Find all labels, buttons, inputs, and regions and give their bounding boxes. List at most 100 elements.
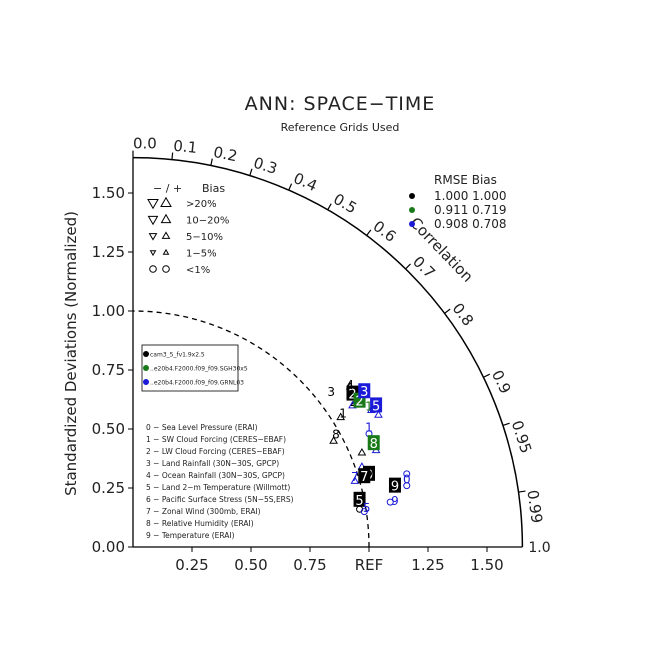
variable-legend-item: 8 − Relative Humidity (ERAI) bbox=[146, 519, 254, 528]
variable-legend-item: 4 − Ocean Rainfall (30N−30S, GPCP) bbox=[146, 471, 285, 480]
variable-legend-item: 2 − LW Cloud Forcing (CERES−EBAF) bbox=[146, 447, 285, 456]
bias-legend-label: 10−20% bbox=[186, 216, 229, 227]
legends-group: − / + Bias >20% 10−20% 5−10% 1−5% <1% RMSE Bias… bbox=[141, 173, 507, 540]
rmse-legend-dot bbox=[409, 193, 415, 199]
data-marker-circle bbox=[403, 482, 411, 490]
x-tick-label: 1.25 bbox=[411, 556, 444, 574]
corr-tick-mark bbox=[366, 229, 372, 236]
rmse-legend-header: RMSE Bias bbox=[434, 173, 497, 187]
data-point-label: 1 bbox=[365, 421, 373, 435]
corr-tick-mark bbox=[249, 168, 253, 176]
data-point-label: 5 bbox=[372, 399, 380, 414]
data-point-label: 8 bbox=[332, 428, 340, 442]
data-marker-triangle bbox=[374, 410, 383, 418]
x-tick-label: 0.25 bbox=[175, 556, 208, 574]
data-point-box bbox=[353, 491, 366, 507]
y-axis-label: Standardized Deviations (Normalized) bbox=[62, 211, 80, 496]
data-point-label: 3 bbox=[360, 385, 368, 400]
data-marker-triangle bbox=[336, 412, 346, 421]
data-marker-circle bbox=[386, 498, 394, 506]
y-tick-label: 1.00 bbox=[92, 302, 125, 320]
data-point-box bbox=[358, 383, 371, 399]
bias-legend-triangle-down bbox=[147, 215, 159, 226]
model-legend-name: ..e20b4.F2000.f09_f09.SGH30x5 bbox=[150, 366, 248, 373]
corr-tick-mark bbox=[171, 152, 174, 160]
data-point-label: 0 bbox=[403, 473, 411, 487]
data-point-box bbox=[388, 477, 401, 493]
x-tick-label: 0.50 bbox=[234, 556, 267, 574]
data-point-label: 2 bbox=[348, 388, 356, 403]
corr-tick-label: 0.2 bbox=[212, 143, 239, 165]
data-point-box bbox=[370, 397, 383, 413]
bias-legend-triangle-up bbox=[160, 196, 172, 207]
corr-tick-mark bbox=[327, 203, 332, 211]
data-point-label: 1 bbox=[365, 399, 373, 413]
bias-legend-circle-plus bbox=[162, 265, 170, 273]
data-point-label: 5 bbox=[355, 494, 363, 509]
data-point-label: 1 bbox=[339, 406, 347, 420]
y-tick-label: 1.50 bbox=[92, 184, 125, 202]
chart-title: ANN: SPACE−TIME bbox=[245, 93, 436, 115]
data-point-box bbox=[358, 468, 371, 484]
rmse-legend-row: 0.908 0.708 bbox=[434, 217, 507, 231]
variable-legend-item: 3 − Land Rainfall (30N−30S, GPCP) bbox=[146, 459, 279, 468]
data-point-label: 8 bbox=[370, 437, 378, 452]
x-tick-label: 0.75 bbox=[293, 556, 326, 574]
outer-arc bbox=[132, 156, 524, 548]
data-marker-triangle bbox=[329, 436, 338, 444]
bias-legend-label: <1% bbox=[186, 265, 210, 276]
data-marks-group: 01234567892813517590 bbox=[327, 378, 411, 516]
model-legend-name: cam3_5_fv1.9x2.5 bbox=[150, 352, 205, 359]
corr-tick-mark bbox=[502, 422, 510, 426]
y-tick-label: 1.25 bbox=[92, 243, 125, 261]
corr-tick-label: 0.95 bbox=[508, 418, 536, 455]
y-tick-label: 0.25 bbox=[92, 479, 125, 497]
model-legend-dot bbox=[143, 379, 149, 385]
data-point-label: 9 bbox=[391, 480, 399, 495]
bias-legend-label: >20% bbox=[186, 199, 217, 210]
data-point-label: 7 bbox=[360, 470, 368, 485]
bias-legend-triangle-down bbox=[149, 250, 157, 257]
data-point-label: 5 bbox=[363, 501, 371, 515]
bias-legend-triangle-down bbox=[147, 199, 159, 210]
y-tick-label: 0.00 bbox=[92, 538, 125, 556]
x-tick-label: 1.50 bbox=[470, 556, 503, 574]
variable-legend-item: 6 − Pacific Surface Stress (5N−5S,ERS) bbox=[146, 495, 294, 504]
bias-legend-triangle-up bbox=[162, 248, 170, 255]
axes-group: 0.25 0.50 0.75 REF 1.25 1.501.00.000.250.500.… bbox=[62, 135, 551, 574]
bias-legend-label: 1−5% bbox=[186, 249, 217, 260]
data-marker-circle bbox=[403, 470, 411, 478]
bias-legend-label: 5−10% bbox=[186, 232, 223, 243]
corr-tick-mark bbox=[405, 263, 411, 270]
data-point-box bbox=[367, 435, 380, 451]
corr-tick-mark bbox=[483, 373, 491, 378]
data-marker-triangle bbox=[350, 476, 360, 484]
corr-tick-label: 0.3 bbox=[251, 154, 279, 178]
bias-legend-circle-minus bbox=[149, 265, 157, 273]
corr-tick-label: 0.4 bbox=[291, 169, 320, 195]
corr-tick-mark bbox=[210, 158, 213, 166]
bias-legend-triangle-up bbox=[160, 213, 172, 224]
data-marker-circle bbox=[360, 508, 368, 516]
corr-tick-label: 0.99 bbox=[523, 489, 546, 525]
data-point-label: 9 bbox=[391, 494, 399, 508]
variable-legend-item: 9 − Temperature (ERAI) bbox=[146, 531, 235, 540]
data-point-label: 2 bbox=[355, 395, 363, 410]
data-point-label: 4 bbox=[346, 378, 354, 392]
variable-legend-item: 5 − Land 2−m Temperature (Willmott) bbox=[146, 483, 290, 492]
bias-legend-header-bias: Bias bbox=[202, 182, 225, 195]
variable-legend-item: 7 − Zonal Wind (300mb, ERAI) bbox=[146, 507, 261, 516]
data-point-label: 7 bbox=[351, 470, 359, 484]
model-legend-name: ..e20b4.F2000.f09_f09.GRNL03 bbox=[150, 380, 244, 387]
rmse-legend-row: 0.911 0.719 bbox=[434, 203, 507, 217]
bias-legend-triangle-up bbox=[161, 231, 171, 239]
y-tick-label: 0.75 bbox=[92, 361, 125, 379]
corr-tick-mark bbox=[518, 490, 526, 493]
x-axis-end-label: 1.0 bbox=[528, 540, 550, 556]
data-point-label: 3 bbox=[327, 385, 335, 399]
model-legend-box bbox=[141, 344, 239, 392]
corr-tick-mark bbox=[444, 308, 451, 314]
bias-legend-triangle-down bbox=[148, 233, 158, 241]
